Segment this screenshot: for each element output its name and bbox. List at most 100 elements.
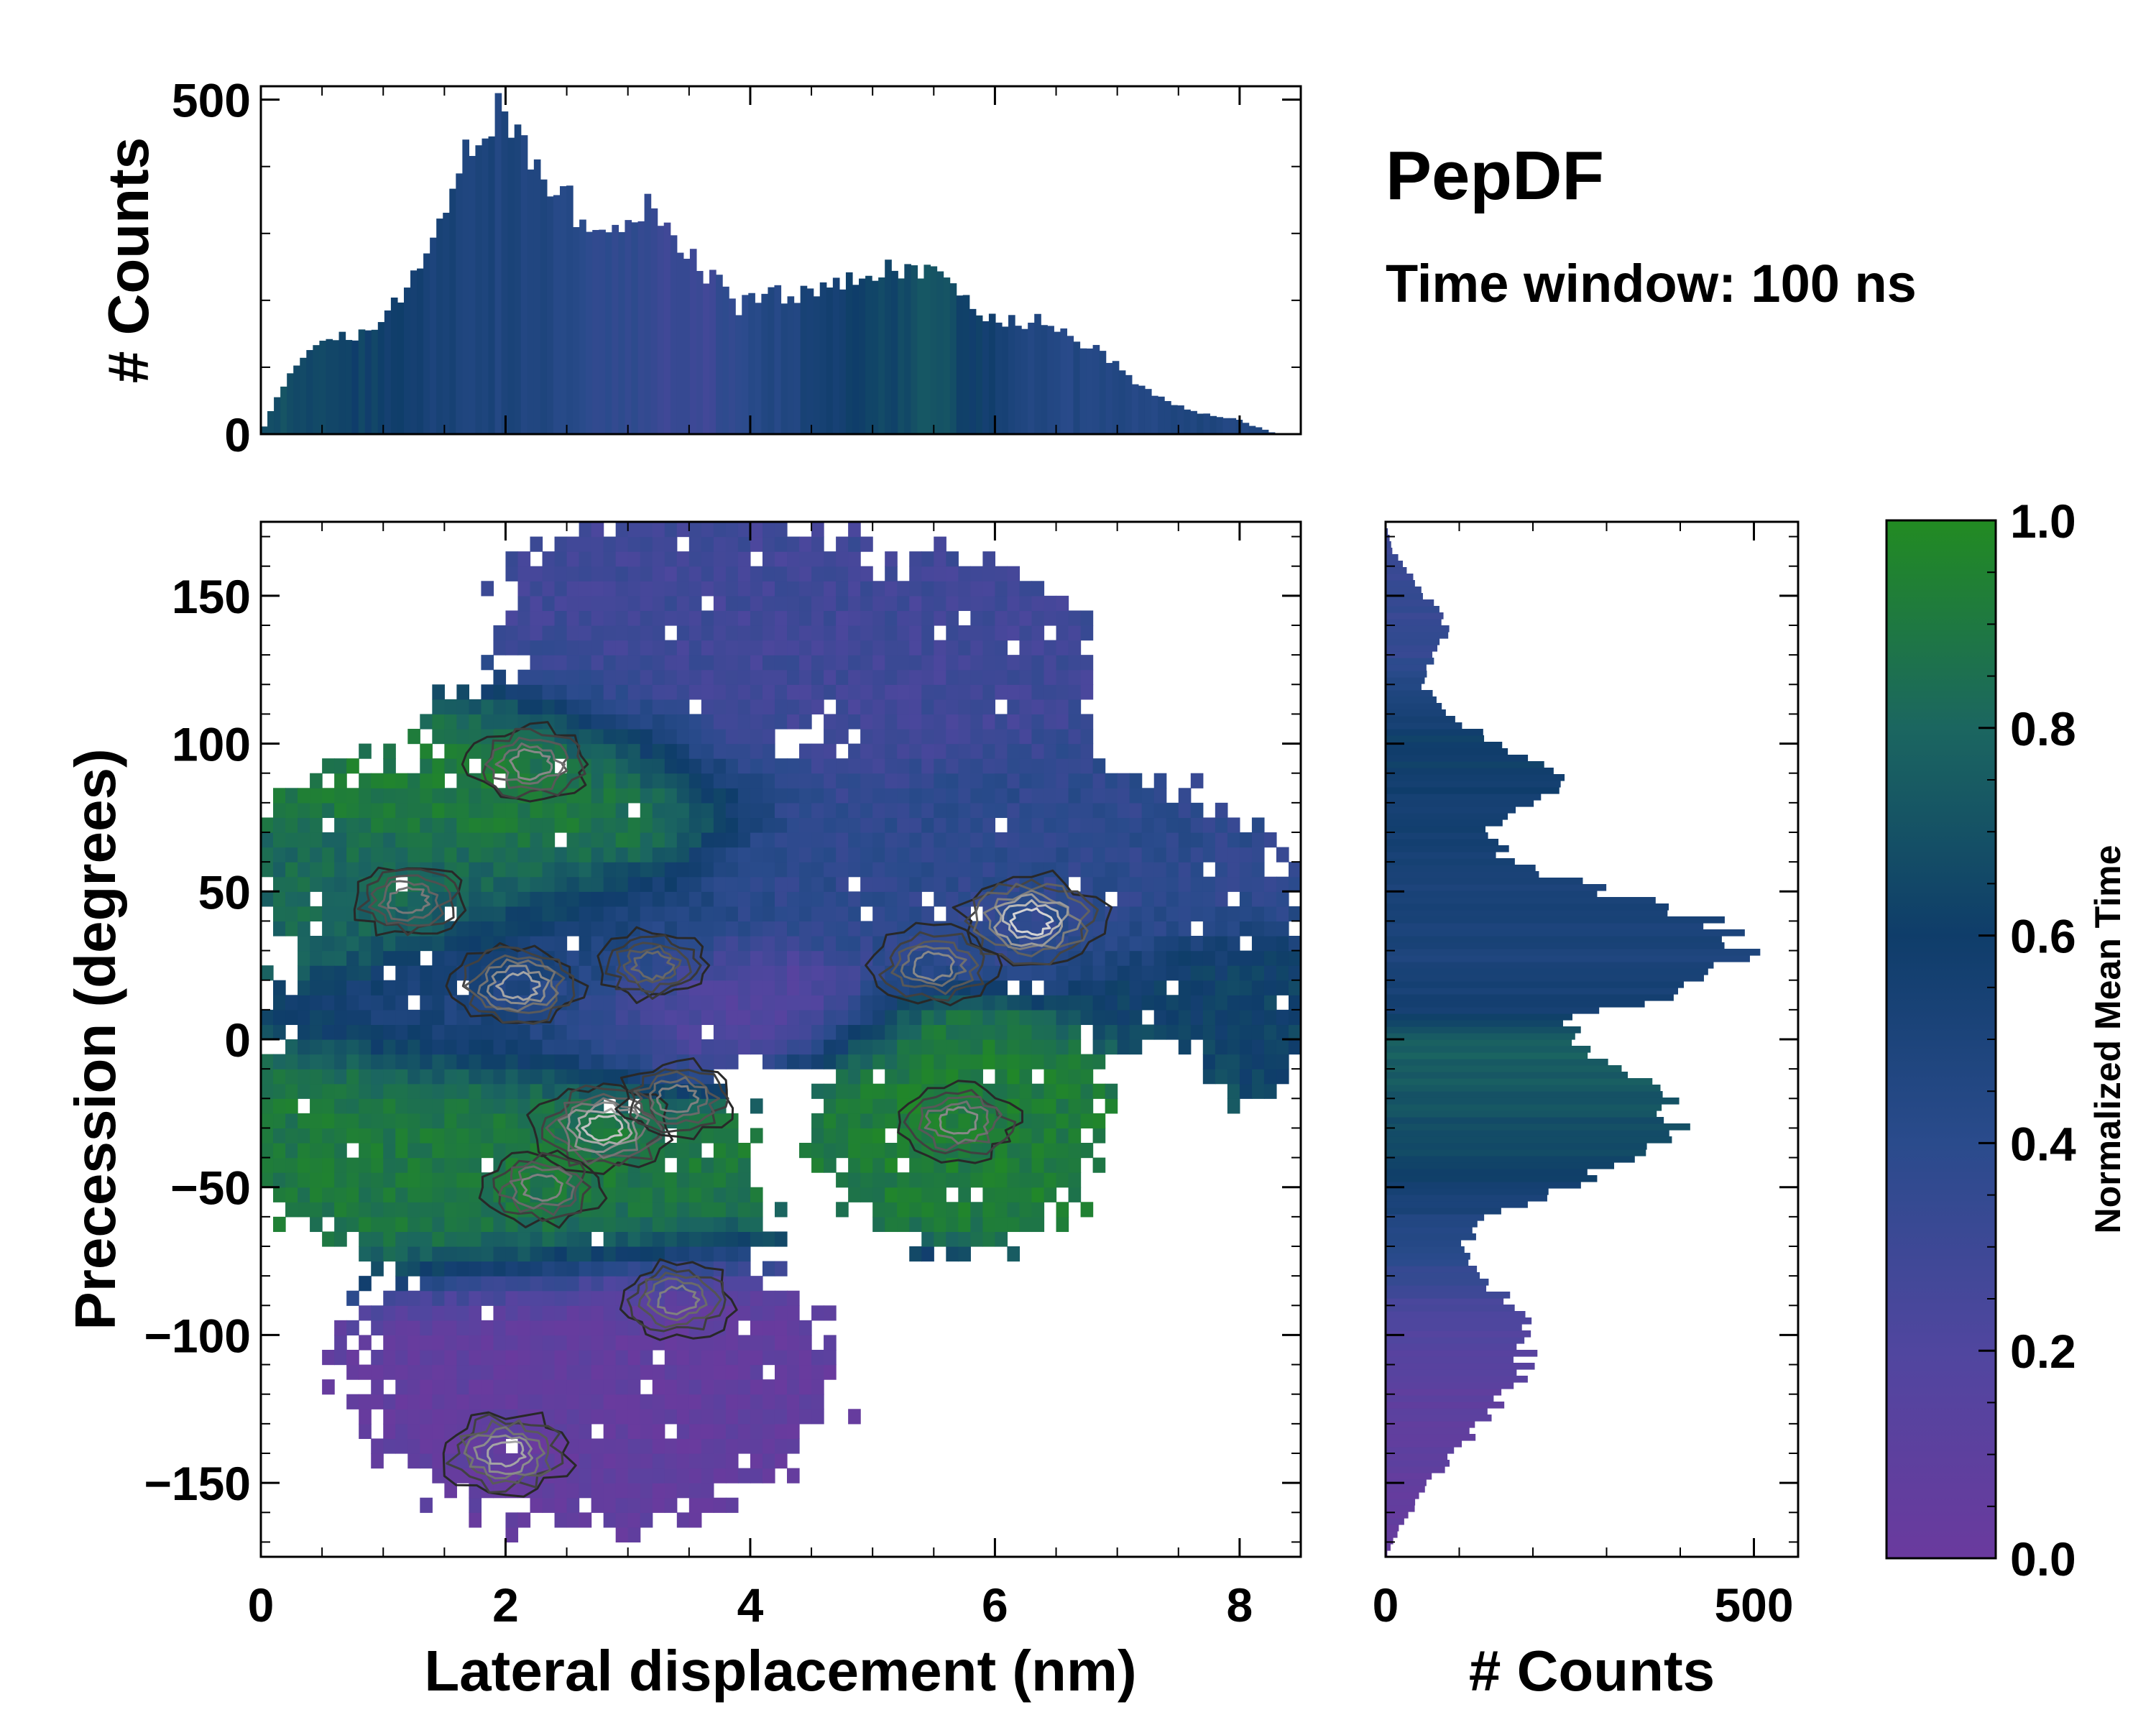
heatmap-cell <box>456 1187 469 1202</box>
heatmap-cell <box>774 655 788 671</box>
heatmap-cell <box>934 817 946 833</box>
density-contour <box>494 742 566 785</box>
heatmap-cell <box>701 1350 714 1366</box>
heatmap-cell <box>688 1143 702 1159</box>
heatmap-cell <box>615 1024 629 1040</box>
heatmap-cell <box>554 936 568 952</box>
heatmap-cell <box>799 610 812 626</box>
density-contour <box>446 1413 564 1494</box>
heatmap-cell <box>517 684 531 700</box>
heatmap-cell <box>1019 1172 1033 1188</box>
heatmap-cell <box>750 625 763 641</box>
heatmap-cell <box>860 743 873 759</box>
heatmap-cell <box>310 1128 323 1144</box>
heatmap-cell <box>909 743 922 759</box>
heatmap-cell <box>946 684 959 700</box>
heatmap-cell <box>640 1024 653 1040</box>
density-contour <box>509 1165 576 1210</box>
heatmap-cell <box>481 1246 494 1262</box>
heatmap-cell <box>701 1054 714 1070</box>
heatmap-cell <box>298 832 310 848</box>
heatmap-cell <box>420 847 433 862</box>
heatmap-cell <box>371 1320 384 1336</box>
heatmap-cell <box>872 876 885 892</box>
heatmap-cell <box>982 1157 996 1173</box>
heatmap-cell <box>774 773 788 788</box>
heatmap-cell <box>970 995 983 1011</box>
heatmap-cell <box>982 862 996 878</box>
heatmap-cell <box>456 1069 469 1085</box>
top-histogram-bar <box>748 293 755 434</box>
density-contour <box>596 926 711 1004</box>
heatmap-cell <box>469 1009 482 1026</box>
heatmap-cell <box>1202 906 1216 922</box>
right-histogram-bar <box>1386 658 1434 665</box>
heatmap-cell <box>285 847 298 862</box>
heatmap-cell <box>517 1364 531 1380</box>
heatmap-cell <box>1263 950 1277 966</box>
heatmap-cell <box>591 536 604 552</box>
heatmap-cell <box>395 1172 408 1188</box>
heatmap-cell <box>1153 950 1167 966</box>
heatmap-cell <box>1117 773 1130 788</box>
heatmap-cell <box>1068 847 1082 862</box>
heatmap-cell <box>946 1054 959 1070</box>
heatmap-cell <box>970 1216 983 1233</box>
heatmap-cell <box>676 1438 690 1454</box>
heatmap-cell <box>688 655 702 671</box>
heatmap-cell <box>517 906 531 922</box>
heatmap-cell <box>579 610 592 626</box>
heatmap-cell <box>1215 832 1228 848</box>
heatmap-cell <box>517 832 531 848</box>
top-histogram-bar <box>430 237 437 434</box>
heatmap-cell <box>346 1320 359 1336</box>
heatmap-cell <box>872 699 885 715</box>
heatmap-cell <box>517 802 531 819</box>
heatmap-cell <box>1031 684 1045 700</box>
heatmap-cell <box>346 1069 359 1085</box>
heatmap-cell <box>676 581 690 597</box>
heatmap-cell <box>481 1098 494 1114</box>
heatmap-cell <box>934 802 946 819</box>
heatmap-cell <box>872 802 885 819</box>
heatmap-cell <box>615 1497 629 1513</box>
heatmap-cell <box>493 684 507 700</box>
heatmap-cell <box>787 684 800 700</box>
heatmap-cell <box>872 1187 885 1202</box>
heatmap-cell <box>1251 1009 1265 1026</box>
heatmap-cell <box>713 788 727 804</box>
heatmap-cell <box>737 1216 751 1233</box>
heatmap-cell <box>921 684 934 700</box>
heatmap-cell <box>310 1157 323 1173</box>
heatmap-cell <box>750 758 763 774</box>
heatmap-cell <box>676 1083 690 1099</box>
top-histogram-bar <box>566 185 573 434</box>
heatmap-cell <box>1044 1143 1057 1159</box>
heatmap-cell <box>1031 788 1045 804</box>
heatmap-cell <box>725 1024 739 1040</box>
heatmap-cell <box>1129 906 1143 922</box>
top-histogram-bar <box>793 303 801 434</box>
heatmap-cell <box>444 1069 457 1085</box>
heatmap-cell <box>395 1039 408 1055</box>
heatmap-cell <box>627 1364 641 1380</box>
heatmap-cell <box>799 1054 812 1070</box>
heatmap-cell <box>1080 669 1094 685</box>
heatmap-cell <box>505 1024 519 1040</box>
heatmap-cell <box>1068 1143 1082 1159</box>
heatmap-cell <box>285 832 298 848</box>
heatmap-cell <box>432 1231 445 1247</box>
heatmap-cell <box>273 1083 286 1099</box>
heatmap-cell <box>995 595 1008 612</box>
heatmap-cell <box>298 1187 310 1202</box>
heatmap-cell <box>469 921 482 937</box>
heatmap-cell <box>824 965 837 981</box>
heatmap-cell <box>591 1246 604 1262</box>
heatmap-cell <box>322 936 335 952</box>
heatmap-cell <box>371 1379 384 1395</box>
heatmap-cell <box>1068 1024 1082 1040</box>
right-histogram-bar <box>1386 1156 1635 1163</box>
top-histogram-bar <box>716 275 723 434</box>
heatmap-cell <box>566 758 580 774</box>
right-histogram-bar <box>1386 742 1503 749</box>
